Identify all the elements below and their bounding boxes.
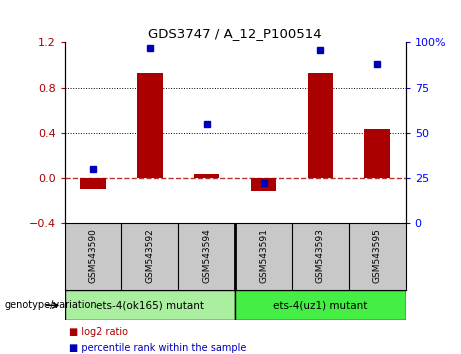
Bar xyxy=(307,73,333,178)
Bar xyxy=(80,178,106,189)
Text: GSM543593: GSM543593 xyxy=(316,228,325,283)
Text: GSM543591: GSM543591 xyxy=(259,228,268,283)
Title: GDS3747 / A_12_P100514: GDS3747 / A_12_P100514 xyxy=(148,27,322,40)
Text: GSM543590: GSM543590 xyxy=(89,228,97,283)
Bar xyxy=(194,175,219,178)
Bar xyxy=(365,129,390,178)
Text: GSM543595: GSM543595 xyxy=(373,228,382,283)
Text: ■ log2 ratio: ■ log2 ratio xyxy=(69,327,128,337)
Text: ■ percentile rank within the sample: ■ percentile rank within the sample xyxy=(69,343,247,353)
Text: GSM543594: GSM543594 xyxy=(202,228,211,283)
Text: GSM543592: GSM543592 xyxy=(145,228,154,283)
Bar xyxy=(235,290,406,320)
Text: ets-4(uz1) mutant: ets-4(uz1) mutant xyxy=(273,300,367,310)
Bar xyxy=(65,290,235,320)
Text: genotype/variation: genotype/variation xyxy=(5,300,97,310)
Text: ets-4(ok165) mutant: ets-4(ok165) mutant xyxy=(96,300,204,310)
Bar xyxy=(137,73,163,178)
Bar xyxy=(251,178,276,192)
